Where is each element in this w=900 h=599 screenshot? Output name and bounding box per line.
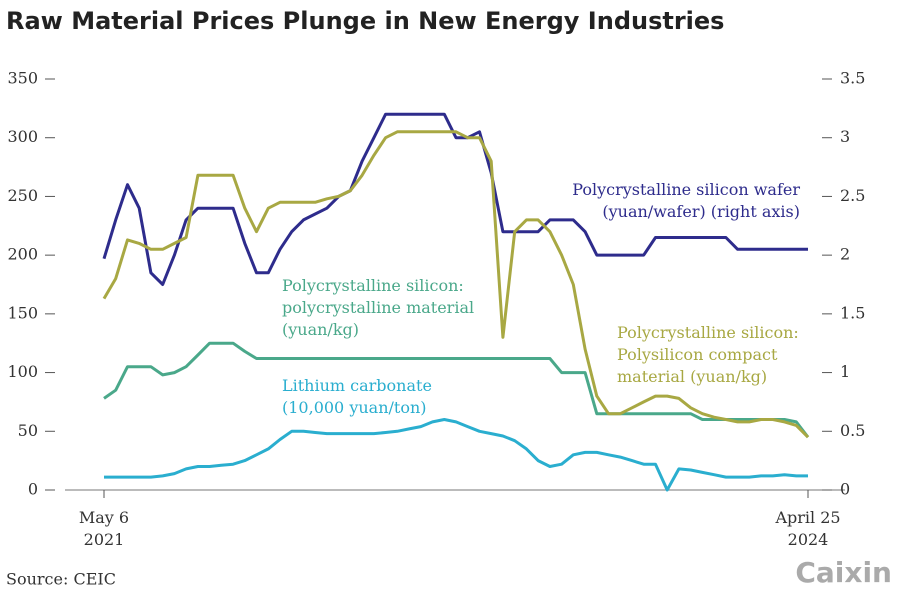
y-tick-label: 300	[7, 127, 38, 146]
y-tick-label: 100	[7, 362, 38, 381]
y2-tick-label: 3	[840, 127, 850, 146]
y-tick-label: 50	[18, 421, 38, 440]
y2-tick-label: 2	[840, 245, 850, 264]
y2-tick-label: 2.5	[840, 186, 865, 205]
y-tick-label: 0	[28, 480, 38, 499]
logo: Caixin	[795, 556, 892, 589]
series-line	[103, 341, 810, 439]
y2-tick-label: 3.5	[840, 69, 865, 88]
series-line	[104, 418, 808, 492]
y-tick-label: 200	[7, 245, 38, 264]
series-label: Polycrystalline silicon: polycrystalline …	[282, 276, 474, 339]
series-label: Polycrystalline silicon: Polysilicon comp…	[617, 323, 799, 386]
y2-tick-label: 1.5	[840, 303, 865, 322]
y2-tick-label: 0	[840, 480, 850, 499]
y-tick-label: 250	[7, 186, 38, 205]
series-line	[102, 130, 810, 439]
source: Source: CEIC	[6, 570, 116, 589]
chart-title: Raw Material Prices Plunge in New Energy…	[6, 7, 724, 35]
series-label: Lithium carbonate (10,000 yuan/ton)	[282, 376, 432, 417]
y2-tick-label: 1	[840, 362, 850, 381]
y-tick-label: 150	[7, 303, 38, 322]
series-line	[102, 112, 808, 286]
x-tick-label: April 25 2024	[774, 508, 840, 549]
series-label: Polycrystalline silicon wafer (yuan/wafer…	[572, 180, 800, 221]
y-tick-label: 350	[7, 69, 38, 88]
x-tick-label: May 6 2021	[79, 508, 129, 549]
y2-tick-label: 0.5	[840, 421, 865, 440]
